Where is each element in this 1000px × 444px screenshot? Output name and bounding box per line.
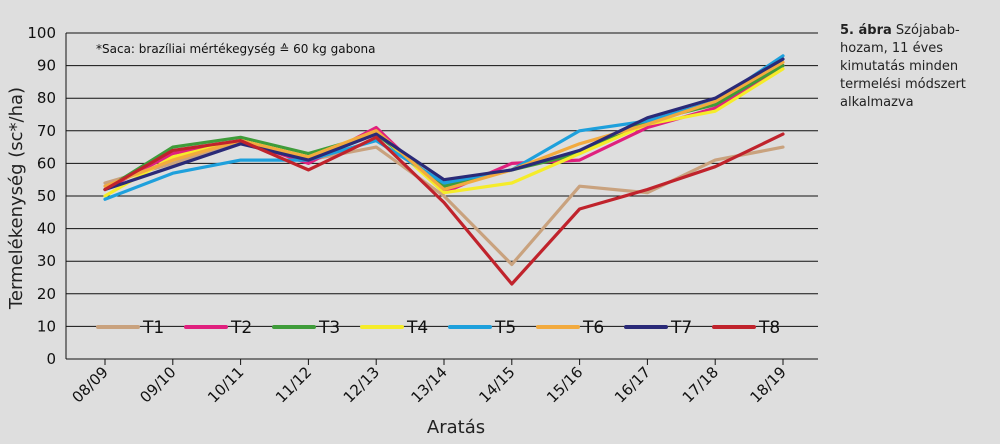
y-axis-ticks: 0 10 20 30 40 50 60 70 80 90 100 <box>27 24 56 368</box>
y-tick-label: 100 <box>27 24 56 42</box>
legend-label-t3: T3 <box>318 318 340 338</box>
legend-label-t4: T4 <box>406 318 428 338</box>
x-tick-label: 14/15 <box>475 363 518 406</box>
legend-label-t8: T8 <box>758 318 780 338</box>
legend-label-t6: T6 <box>582 318 604 338</box>
figure-caption: 5. ábra Szójabab-hozam, 11 éves kimutatá… <box>840 22 1000 112</box>
y-tick-label: 0 <box>46 350 56 368</box>
x-tick-label: 08/09 <box>69 363 112 406</box>
legend-label-t1: T1 <box>142 318 164 338</box>
legend-label-t2: T2 <box>230 318 252 338</box>
series-line-t8 <box>103 132 785 286</box>
y-tick-label: 90 <box>37 57 56 75</box>
y-tick-label: 70 <box>37 122 56 140</box>
x-tick-label: 12/13 <box>340 363 383 406</box>
y-tick-label: 80 <box>37 89 56 107</box>
series-line-t6 <box>103 60 785 192</box>
series-line-t5 <box>103 54 785 201</box>
x-tick-label: 15/16 <box>543 363 586 406</box>
x-tick-label: 16/17 <box>611 363 654 406</box>
legend: T1 T2 T3 T4 T5 T6 T7 T8 <box>96 318 780 338</box>
x-tick-label: 10/11 <box>204 363 247 406</box>
x-tick-label: 17/18 <box>679 363 722 406</box>
series-line-t3 <box>103 63 785 192</box>
x-tick-label: 11/12 <box>272 363 315 406</box>
x-tick-label: 13/14 <box>408 363 451 406</box>
y-tick-label: 50 <box>37 187 56 205</box>
series-lines <box>103 54 785 286</box>
y-tick-label: 30 <box>37 252 56 270</box>
legend-label-t5: T5 <box>494 318 516 338</box>
series-line-t2 <box>103 63 785 195</box>
figure-label: 5. ábra <box>840 23 892 38</box>
y-tick-label: 60 <box>37 154 56 172</box>
figure-caption-text: Szójabab-hozam, 11 éves kimutatás minden… <box>840 23 966 110</box>
y-tick-label: 20 <box>37 285 56 303</box>
x-axis-title: Aratás <box>427 417 485 438</box>
unit-note: *Saca: brazíliai mértékegység ≙ 60 kg ga… <box>96 42 376 56</box>
y-axis-title: Termelékenység (sc*/ha) <box>6 87 27 310</box>
y-tick-label: 40 <box>37 220 56 238</box>
y-tick-label: 10 <box>37 317 56 335</box>
x-axis-ticks: 08/09 09/10 10/11 11/12 12/13 13/14 14/15 15/16… <box>69 359 790 406</box>
legend-label-t7: T7 <box>670 318 692 338</box>
series-line-t7 <box>103 57 785 192</box>
x-tick-label: 09/10 <box>136 363 179 406</box>
x-tick-label: 18/19 <box>747 363 790 406</box>
